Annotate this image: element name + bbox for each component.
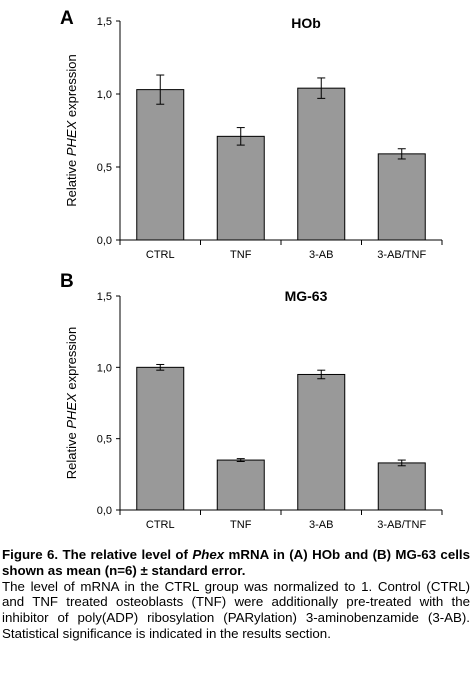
x-tick-label: 3-AB xyxy=(309,249,333,261)
x-tick-label: 3-AB xyxy=(309,519,333,531)
figure: A HOb 0,0 0,5 1,0 1,5 Relative PHEX expression… xyxy=(60,8,443,531)
bar-3-ab xyxy=(297,87,346,241)
y-tick-label: 0,5 xyxy=(97,162,112,174)
chart-title: MG-63 xyxy=(285,288,328,304)
x-tick-label: CTRL xyxy=(146,249,175,261)
y-tick-label: 0,0 xyxy=(97,505,112,517)
panel-label: B xyxy=(60,271,74,292)
bar-tnf xyxy=(216,135,265,241)
y-tick-label: 1,0 xyxy=(97,89,112,101)
y-axis-label: Relative PHEX expression xyxy=(64,327,79,479)
y-tick-label: 1,5 xyxy=(97,291,112,303)
x-tick-label: CTRL xyxy=(146,519,175,531)
y-tick-label: 0,5 xyxy=(97,434,112,446)
y-tick-label: 0,0 xyxy=(97,235,112,247)
y-tick-label: 1,5 xyxy=(97,16,112,28)
y-axis-label: Relative PHEX expression xyxy=(64,54,79,206)
panel-label: A xyxy=(60,8,74,29)
x-tick-label: TNF xyxy=(230,519,252,531)
bar-tnf xyxy=(216,459,265,511)
bar-3-ab xyxy=(297,373,346,511)
chart-panel-b: B MG-63 0,0 0,5 1,0 1,5 Relative PHEX expressi… xyxy=(60,271,443,531)
y-tick-label: 1,0 xyxy=(97,362,112,374)
chart-title: HOb xyxy=(291,15,321,31)
caption-body: The level of mRNA in the CTRL group was … xyxy=(2,578,470,641)
bar-3-ab-tnf xyxy=(377,153,426,241)
bar-ctrl xyxy=(136,89,185,241)
caption-title: Figure 6. The relative level of Phex mRN… xyxy=(2,547,470,578)
figure-caption: Figure 6. The relative level of Phex mRN… xyxy=(2,547,470,642)
chart-panel-a: A HOb 0,0 0,5 1,0 1,5 Relative PHEX expression… xyxy=(60,8,443,261)
bar-3-ab-tnf xyxy=(377,462,426,511)
bar-ctrl xyxy=(136,366,185,511)
x-tick-label: 3-AB/TNF xyxy=(377,519,426,531)
x-tick-label: 3-AB/TNF xyxy=(377,249,426,261)
x-tick-label: TNF xyxy=(230,249,252,261)
